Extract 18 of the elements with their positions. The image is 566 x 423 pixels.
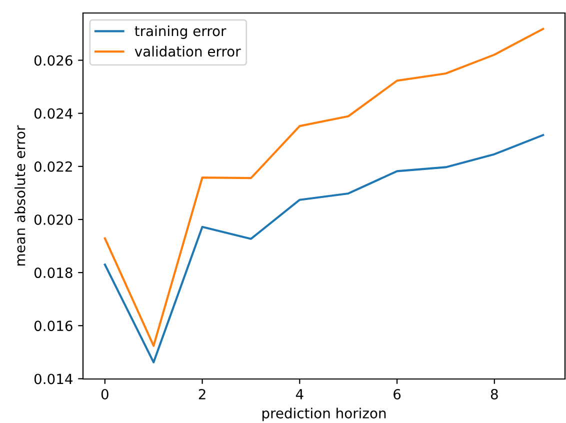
x-tick-label: 8 <box>490 388 498 400</box>
y-tick-label: 0.022 <box>34 161 72 172</box>
y-axis-title: mean absolute error <box>14 125 26 266</box>
y-tick-label: 0.014 <box>34 374 72 384</box>
x-tick-label: 2 <box>198 388 206 400</box>
y-tick-label: 0.018 <box>34 268 72 278</box>
x-axis-title: prediction horizon <box>262 408 386 422</box>
y-tick-label: 0.026 <box>34 55 72 66</box>
y-tick-label: 0.024 <box>34 108 72 119</box>
legend-label: validation error <box>134 46 241 57</box>
legend-label: training error <box>134 26 226 39</box>
y-tick-label: 0.020 <box>34 214 72 225</box>
x-tick-label: 0 <box>101 388 108 400</box>
y-tick-label: 0.016 <box>34 320 72 332</box>
line-series <box>104 134 544 364</box>
line-series <box>104 28 544 347</box>
x-tick-label: 6 <box>394 388 401 400</box>
x-tick-label: 4 <box>296 389 304 400</box>
